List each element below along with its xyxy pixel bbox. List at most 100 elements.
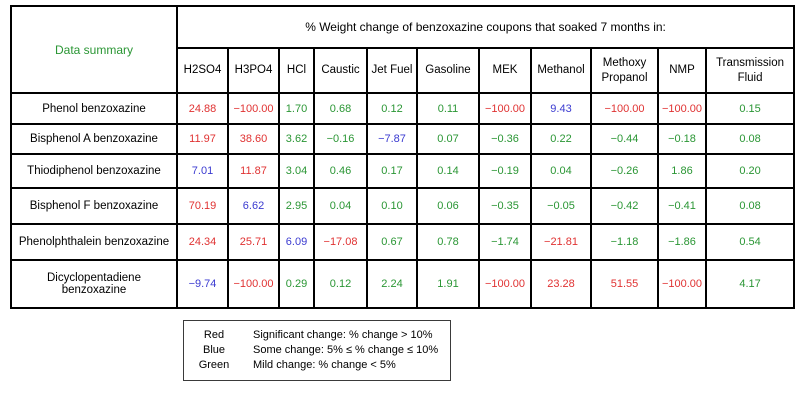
title-header-row: Data summary % Weight change of benzoxaz… xyxy=(10,5,796,94)
value-cell: 9.43 xyxy=(530,92,592,125)
value-cell: 25.71 xyxy=(227,223,280,261)
value-cell: 2.95 xyxy=(278,187,315,225)
legend-color-name: Blue xyxy=(202,344,226,356)
value-cell: 0.14 xyxy=(416,153,480,189)
weight-change-table: Data summary % Weight change of benzoxaz… xyxy=(10,5,796,309)
chemical-header-row: H2SO4 H3PO4 HCl Caustic Jet Fuel Gasoline MEK M… xyxy=(11,47,796,94)
row-label: Phenol benzoxazine xyxy=(10,92,178,125)
column-header: Caustic xyxy=(313,47,368,94)
value-cell: 0.46 xyxy=(313,153,368,189)
value-cell: 24.34 xyxy=(176,223,229,261)
value-cell: 0.12 xyxy=(313,259,368,309)
value-cell: −0.36 xyxy=(478,123,532,155)
column-header: Methanol xyxy=(530,47,592,94)
column-header: MEK xyxy=(478,47,532,94)
value-cell: 0.15 xyxy=(704,92,796,125)
column-header: Transmission Fluid xyxy=(704,47,796,94)
value-cell: −100.00 xyxy=(227,92,280,125)
legend-row: Red Significant change: % change > 10% xyxy=(191,329,443,341)
row-label: Phenolphthalein benzoxazine xyxy=(10,223,178,261)
value-cell: −0.05 xyxy=(530,187,592,225)
value-cell: −9.74 xyxy=(176,259,229,309)
table-row: Phenolphthalein benzoxazine 24.34 25.71 6.0… xyxy=(10,223,796,261)
value-cell: −1.18 xyxy=(590,223,659,261)
value-cell: −0.16 xyxy=(313,123,368,155)
legend-description: Significant change: % change > 10% xyxy=(253,329,433,341)
legend-description: Mild change: % change < 5% xyxy=(253,359,396,371)
value-cell: 0.06 xyxy=(416,187,480,225)
value-cell: 0.78 xyxy=(416,223,480,261)
value-cell: 0.29 xyxy=(278,259,315,309)
value-cell: −1.86 xyxy=(657,223,707,261)
value-cell: −100.00 xyxy=(590,92,659,125)
table-row: Phenol benzoxazine 24.88 −100.00 1.70 0.68 0.… xyxy=(10,92,796,125)
value-cell: 11.87 xyxy=(227,153,280,189)
value-cell: 3.04 xyxy=(278,153,315,189)
value-cell: −100.00 xyxy=(227,259,280,309)
column-header: Jet Fuel xyxy=(366,47,418,94)
legend-row: Green Mild change: % change < 5% xyxy=(191,359,443,371)
value-cell: −0.42 xyxy=(590,187,659,225)
value-cell: −0.41 xyxy=(657,187,707,225)
value-cell: −1.74 xyxy=(478,223,532,261)
column-header: H3PO4 xyxy=(227,47,280,94)
table-row: Dicyclopentadiene benzoxazine −9.74 −100.0… xyxy=(10,259,796,309)
legend-row: Blue Some change: 5% ≤ % change ≤ 10% xyxy=(191,344,443,356)
value-cell: 0.10 xyxy=(366,187,418,225)
table-row: Bisphenol F benzoxazine 70.19 6.62 2.95 0.04… xyxy=(10,187,796,225)
value-cell: 1.91 xyxy=(416,259,480,309)
value-cell: −0.18 xyxy=(657,123,707,155)
value-cell: 0.04 xyxy=(530,153,592,189)
value-cell: 24.88 xyxy=(176,92,229,125)
value-cell: −17.08 xyxy=(313,223,368,261)
value-cell: −7.87 xyxy=(366,123,418,155)
value-cell: 0.07 xyxy=(416,123,480,155)
value-cell: −0.19 xyxy=(478,153,532,189)
value-cell: 0.04 xyxy=(313,187,368,225)
row-label: Dicyclopentadiene benzoxazine xyxy=(10,259,178,309)
value-cell: 70.19 xyxy=(176,187,229,225)
value-cell: 0.11 xyxy=(416,92,480,125)
value-cell: −21.81 xyxy=(530,223,592,261)
value-cell: −0.44 xyxy=(590,123,659,155)
value-cell: 6.62 xyxy=(227,187,280,225)
corner-label: Data summary xyxy=(10,5,178,94)
value-cell: −0.35 xyxy=(478,187,532,225)
column-header: Methoxy Propanol xyxy=(590,47,659,94)
value-cell: 23.28 xyxy=(530,259,592,309)
value-cell: −100.00 xyxy=(657,259,707,309)
value-cell: −100.00 xyxy=(478,259,532,309)
legend-color-name: Green xyxy=(198,359,230,371)
value-cell: 51.55 xyxy=(590,259,659,309)
column-header: NMP xyxy=(657,47,707,94)
color-legend: Red Significant change: % change > 10% B… xyxy=(183,320,451,381)
value-cell: 38.60 xyxy=(227,123,280,155)
column-header: H2SO4 xyxy=(176,47,229,94)
value-cell: 0.22 xyxy=(530,123,592,155)
row-label: Bisphenol A benzoxazine xyxy=(10,123,178,155)
table-row: Bisphenol A benzoxazine 11.97 38.60 3.62 −0.… xyxy=(10,123,796,155)
column-header: HCl xyxy=(278,47,315,94)
legend-color-name: Red xyxy=(203,329,225,341)
value-cell: −100.00 xyxy=(657,92,707,125)
column-header: Gasoline xyxy=(416,47,480,94)
value-cell: 3.62 xyxy=(278,123,315,155)
value-cell: 6.09 xyxy=(278,223,315,261)
row-label: Bisphenol F benzoxazine xyxy=(10,187,178,225)
value-cell: 0.12 xyxy=(366,92,418,125)
value-cell: −100.00 xyxy=(478,92,532,125)
value-cell: 7.01 xyxy=(176,153,229,189)
row-label: Thiodiphenol benzoxazine xyxy=(10,153,178,189)
value-cell: −0.26 xyxy=(590,153,659,189)
value-cell: 1.86 xyxy=(657,153,707,189)
value-cell: 0.54 xyxy=(704,223,796,261)
value-cell: 0.20 xyxy=(704,153,796,189)
value-cell: 1.70 xyxy=(278,92,315,125)
table-row: Thiodiphenol benzoxazine 7.01 11.87 3.04 0.4… xyxy=(10,153,796,189)
value-cell: 0.68 xyxy=(313,92,368,125)
value-cell: 2.24 xyxy=(366,259,418,309)
table-title: % Weight change of benzoxazine coupons t… xyxy=(175,5,796,49)
value-cell: 11.97 xyxy=(176,123,229,155)
legend-description: Some change: 5% ≤ % change ≤ 10% xyxy=(253,344,439,356)
